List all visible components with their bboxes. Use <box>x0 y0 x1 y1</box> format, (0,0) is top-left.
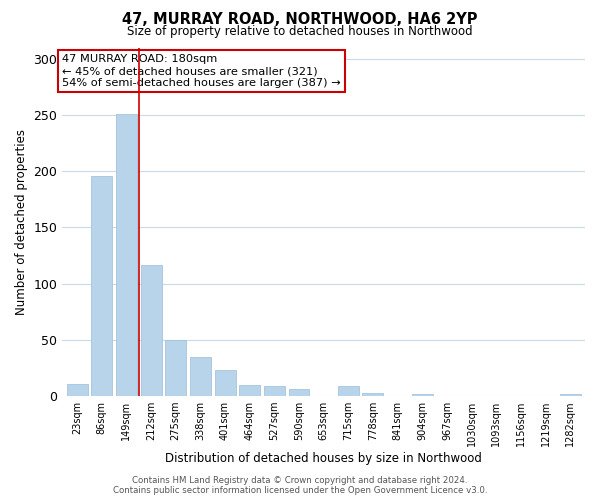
Y-axis label: Number of detached properties: Number of detached properties <box>15 129 28 315</box>
Bar <box>91 176 112 396</box>
X-axis label: Distribution of detached houses by size in Northwood: Distribution of detached houses by size … <box>165 452 482 465</box>
Text: Contains HM Land Registry data © Crown copyright and database right 2024.
Contai: Contains HM Land Registry data © Crown c… <box>113 476 487 495</box>
Bar <box>215 370 236 396</box>
Bar <box>362 392 383 396</box>
Bar <box>560 394 581 396</box>
Bar <box>412 394 433 396</box>
Text: 47, MURRAY ROAD, NORTHWOOD, HA6 2YP: 47, MURRAY ROAD, NORTHWOOD, HA6 2YP <box>122 12 478 28</box>
Bar <box>140 264 161 396</box>
Bar <box>190 356 211 396</box>
Bar <box>264 386 285 396</box>
Bar <box>239 385 260 396</box>
Text: 47 MURRAY ROAD: 180sqm
← 45% of detached houses are smaller (321)
54% of semi-de: 47 MURRAY ROAD: 180sqm ← 45% of detached… <box>62 54 341 88</box>
Bar <box>67 384 88 396</box>
Bar <box>116 114 137 396</box>
Text: Size of property relative to detached houses in Northwood: Size of property relative to detached ho… <box>127 25 473 38</box>
Bar <box>289 390 310 396</box>
Bar <box>165 340 186 396</box>
Bar <box>338 386 359 396</box>
